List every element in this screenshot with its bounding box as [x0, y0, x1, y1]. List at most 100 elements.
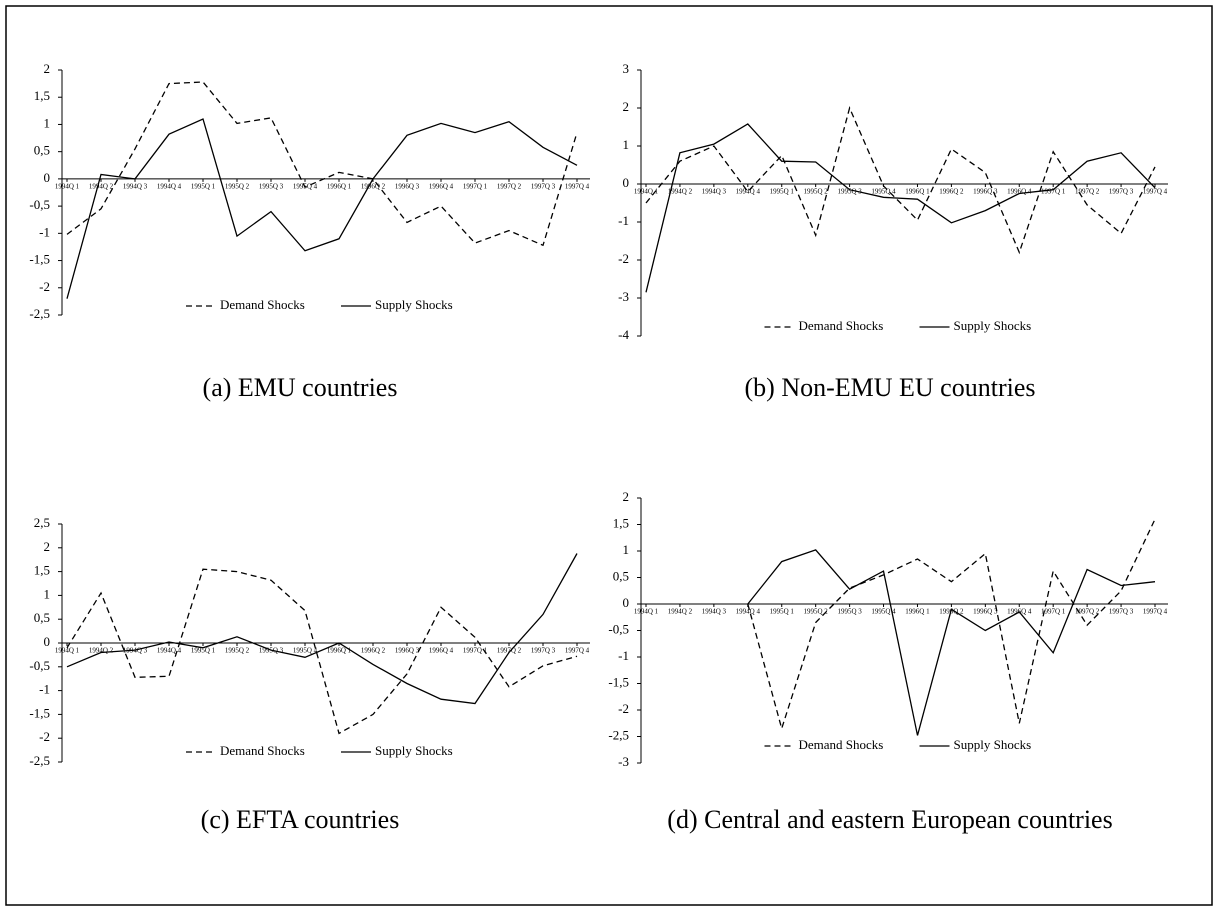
x-tick-label: 1997Q 3	[531, 647, 556, 655]
x-tick-label: 1996Q 2	[361, 647, 386, 655]
x-tick-label: 1997Q 2	[1075, 188, 1100, 196]
y-tick-label: -1	[39, 682, 50, 697]
x-tick-label: 1994Q 2	[668, 608, 693, 616]
x-tick-label: 1996Q 1	[905, 608, 930, 616]
x-tick-label: 1996Q 2	[939, 608, 964, 616]
x-tick-label: 1995Q 3	[837, 608, 862, 616]
y-tick-label: 2	[623, 99, 630, 114]
x-tick-label: 1994Q 4	[157, 182, 182, 190]
series-line	[66, 568, 578, 735]
y-tick-label: -1	[39, 224, 50, 239]
x-tick-label: 1996Q 2	[361, 182, 386, 190]
x-tick-label: 1996Q 3	[973, 188, 998, 196]
x-tick-label: 1996Q 2	[939, 188, 964, 196]
x-tick-label: 1994Q 2	[668, 188, 693, 196]
x-tick-label: 1997Q 2	[1075, 608, 1100, 616]
x-tick-label: 1994Q 2	[89, 182, 114, 190]
legend-label: Demand Shocks	[799, 318, 884, 333]
x-tick-label: 1996Q 1	[905, 188, 930, 196]
y-tick-label: -2,5	[608, 727, 629, 742]
x-tick-label: 1995Q 3	[259, 182, 284, 190]
y-tick-label: -2	[39, 729, 50, 744]
x-tick-label: 1994Q 4	[157, 647, 182, 655]
x-tick-label: 1994Q 1	[55, 182, 80, 190]
y-tick-label: 0,5	[613, 568, 629, 583]
x-tick-label: 1994Q 2	[89, 647, 114, 655]
x-tick-label: 1995Q 2	[804, 188, 829, 196]
x-tick-label: 1995Q 2	[225, 647, 250, 655]
x-tick-label: 1997Q 1	[1041, 188, 1066, 196]
x-tick-label: 1995Q 1	[191, 182, 216, 190]
y-tick-label: 0	[623, 175, 630, 190]
y-tick-label: -1	[618, 648, 629, 663]
x-tick-label: 1997Q 4	[1143, 608, 1168, 616]
x-tick-label: 1996Q 4	[1007, 188, 1032, 196]
y-tick-label: 3	[623, 61, 630, 76]
y-tick-label: -0,5	[29, 197, 50, 212]
x-tick-label: 1995Q 4	[871, 608, 896, 616]
chart-caption: (b) Non-EMU EU countries	[745, 373, 1036, 402]
y-tick-label: -2	[618, 251, 629, 266]
y-tick-label: 2	[623, 489, 630, 504]
y-tick-label: -3	[618, 289, 629, 304]
x-tick-label: 1997Q 4	[565, 182, 590, 190]
y-tick-label: 1	[623, 542, 630, 557]
x-tick-label: 1996Q 3	[973, 608, 998, 616]
x-tick-label: 1997Q 1	[463, 647, 488, 655]
frame	[5, 5, 1213, 906]
x-tick-label: 1995Q 1	[191, 647, 216, 655]
x-tick-label: 1997Q 1	[463, 182, 488, 190]
x-tick-label: 1997Q 3	[1109, 608, 1134, 616]
x-tick-label: 1997Q 2	[497, 182, 522, 190]
y-tick-label: 1,5	[613, 515, 629, 530]
legend-label: Demand Shocks	[799, 737, 884, 752]
x-tick-label: 1996Q 1	[327, 647, 352, 655]
y-tick-label: -2,5	[29, 753, 50, 768]
y-tick-label: -3	[618, 754, 629, 769]
x-tick-label: 1995Q 2	[804, 608, 829, 616]
x-tick-label: 1997Q 1	[1041, 608, 1066, 616]
y-tick-label: 1	[44, 115, 51, 130]
x-tick-label: 1996Q 4	[429, 647, 454, 655]
y-tick-label: -2	[39, 279, 50, 294]
y-tick-label: -0,5	[608, 621, 629, 636]
x-tick-label: 1997Q 4	[565, 647, 590, 655]
y-tick-label: -1,5	[29, 705, 50, 720]
y-tick-label: 2,5	[34, 515, 50, 530]
y-tick-label: -0,5	[29, 658, 50, 673]
y-tick-label: 0	[623, 595, 630, 610]
x-tick-label: 1995Q 3	[837, 188, 862, 196]
legend-label: Supply Shocks	[375, 297, 453, 312]
y-tick-label: 0,5	[34, 143, 50, 158]
series-line	[747, 518, 1156, 731]
x-tick-label: 1995Q 2	[225, 182, 250, 190]
y-tick-label: 1	[44, 586, 51, 601]
series-line	[66, 553, 578, 705]
y-tick-label: 2	[44, 61, 51, 76]
x-tick-label: 1994Q 3	[702, 188, 727, 196]
x-tick-label: 1994Q 4	[736, 608, 761, 616]
y-tick-label: -4	[618, 327, 629, 342]
x-tick-label: 1995Q 4	[871, 188, 896, 196]
chart-caption: (a) EMU countries	[203, 373, 398, 402]
chart-caption: (c) EFTA countries	[201, 805, 400, 834]
x-tick-label: 1994Q 1	[55, 647, 80, 655]
y-tick-label: 0,5	[34, 610, 50, 625]
x-tick-label: 1994Q 4	[736, 188, 761, 196]
x-tick-label: 1994Q 3	[702, 608, 727, 616]
x-tick-label: 1997Q 2	[497, 647, 522, 655]
y-tick-label: -1,5	[29, 252, 50, 267]
y-tick-label: -1	[618, 213, 629, 228]
x-tick-label: 1994Q 3	[123, 182, 148, 190]
x-tick-label: 1995Q 1	[770, 188, 795, 196]
x-tick-label: 1996Q 1	[327, 182, 352, 190]
y-tick-label: 1	[623, 137, 630, 152]
y-tick-label: -2	[618, 701, 629, 716]
x-tick-label: 1997Q 4	[1143, 188, 1168, 196]
x-tick-label: 1994Q 1	[634, 608, 659, 616]
x-tick-label: 1996Q 3	[395, 647, 420, 655]
series-line	[66, 118, 578, 299]
y-tick-label: 2	[44, 539, 51, 554]
legend-label: Supply Shocks	[954, 318, 1032, 333]
y-tick-label: -1,5	[608, 674, 629, 689]
